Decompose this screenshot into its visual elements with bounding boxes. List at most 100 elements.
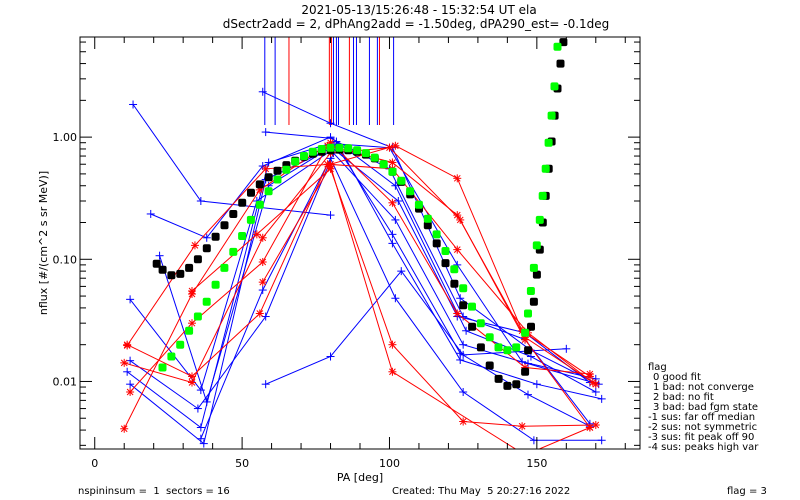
legend-entry: -2 sus: not symmetric [648,422,757,433]
data-point [532,380,541,389]
fit-point [344,144,353,153]
fit-point [441,259,450,268]
fit-point [485,333,494,342]
data-point [258,233,267,242]
fit-point [167,352,176,361]
fit-point [255,180,264,189]
data-point [591,421,600,430]
data-point [453,174,462,183]
fit-curve-green-fit [158,42,562,372]
series-red-7 [188,164,600,431]
data-series [120,87,606,449]
x-tick-label: 100 [379,457,400,470]
fit-point [547,111,556,120]
data-point [202,233,211,242]
data-point [326,352,335,361]
data-point [261,312,270,321]
vertical-markers [264,37,395,125]
data-point [518,422,527,431]
data-point [202,397,211,406]
fit-point [529,297,538,306]
data-point [255,309,264,318]
fit-point [326,143,335,152]
fit-point [317,145,326,153]
data-point [459,350,468,359]
fit-point [476,319,485,328]
fit-point [406,187,415,196]
data-point [388,198,397,207]
data-point [585,372,594,381]
series-blue-9 [261,267,571,389]
fit-point [238,232,247,240]
y-tick-label: 0.01 [53,375,78,388]
fit-point [524,309,532,318]
data-point [129,100,138,109]
data-point [456,294,465,303]
fit-point [432,230,441,239]
legend-title: flag [648,362,667,373]
fit-point [273,166,282,175]
data-point [258,278,267,287]
data-point [326,164,335,173]
data-point [126,380,135,389]
fit-point [202,244,211,253]
data-point [391,215,400,224]
fit-point [553,42,562,51]
data-point [155,251,164,260]
fit-point [291,157,300,166]
fit-point [538,191,547,200]
data-point [123,341,132,350]
fit-point [541,164,550,173]
fit-point [476,343,485,352]
fit-point [521,367,530,376]
fit-point [176,269,185,278]
fit-point [193,255,202,264]
fit-point [335,143,344,152]
data-point [190,241,199,250]
data-point [397,267,406,276]
data-point [252,230,261,239]
fit-point [503,381,512,390]
data-point [388,340,397,349]
data-point [597,436,606,445]
series-line [150,136,597,393]
data-point [597,394,606,403]
data-point [126,295,135,304]
fit-point [370,153,379,162]
fit-point [211,280,220,289]
data-point [459,387,468,396]
data-point [120,424,129,433]
fit-point [229,247,238,256]
data-point [462,326,471,335]
chart-title-line1: 2021-05-13/15:26:48 - 15:32:54 UT ela [301,3,536,17]
data-point [326,119,335,128]
y-tick-label: 0.10 [53,253,78,266]
fit-point [167,271,176,280]
fit-point [535,215,544,224]
data-point [264,158,273,167]
fit-point [185,263,194,272]
data-point [453,245,462,254]
chart-title-line2: dSectr2add = 2, dPhAng2add = -1.50deg, d… [223,17,610,31]
fit-point [494,374,503,383]
fit-point [282,165,291,174]
x-axis-label: PA [deg] [337,471,383,484]
x-tick-label: 150 [526,457,547,470]
fit-point [468,302,476,311]
data-point [391,141,400,150]
fit-point [450,265,459,274]
data-point [258,286,267,295]
series-line [123,142,590,430]
data-point [388,239,397,248]
data-point [591,387,600,396]
data-point [459,340,468,349]
fit-point [512,380,521,389]
data-point [196,197,205,206]
x-tick-label: 0 [91,457,98,470]
data-point [459,417,468,426]
axis-ticks [80,37,640,449]
fit-point [524,346,533,355]
data-point [188,319,196,328]
fit-point [529,263,538,272]
